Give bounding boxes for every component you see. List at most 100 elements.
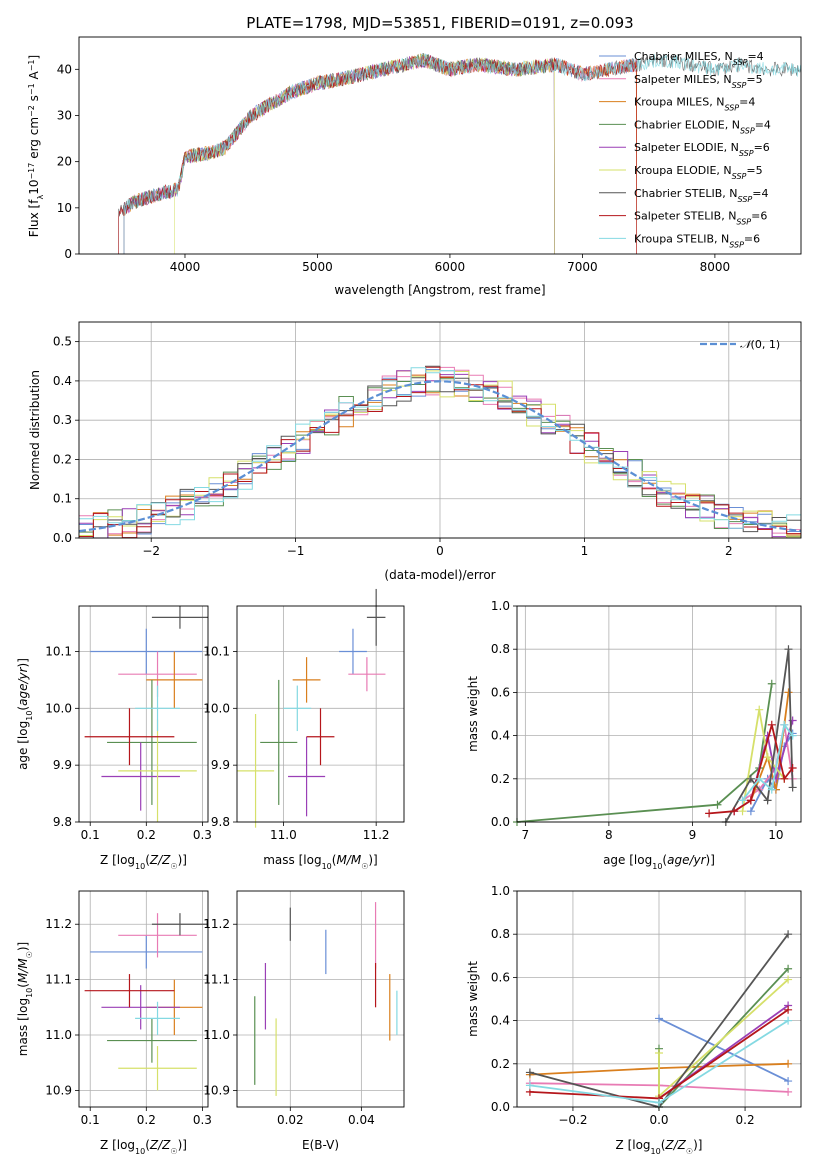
x-tick-label: 0.3 <box>193 828 212 842</box>
errorbar-chabrier_elodie <box>260 679 298 805</box>
x-axis-label: mass [log10(M/M☉)] <box>263 853 378 871</box>
marker-chabrier_miles <box>746 807 755 816</box>
y-tick-label: 11.2 <box>203 917 230 931</box>
x-axis-label: Z [log10(Z/Z☉)] <box>100 1138 187 1156</box>
y-tick-label: 0.6 <box>491 685 510 699</box>
legend-label-kroupa_elodie: Kroupa ELODIE, NSSP=5 <box>634 164 763 181</box>
y-tick-label: 0.2 <box>491 1057 510 1071</box>
marker-kroupa_stelib <box>780 720 789 729</box>
marker-chabrier_elodie <box>784 964 793 973</box>
line-series-chabrier_miles <box>658 1017 789 1082</box>
axes-spectrum: 4000 5000 6000 7000 8000 0 10 20 30 40 wavelength … <box>27 36 802 297</box>
marker-salpeter_stelib <box>746 796 755 805</box>
marker-chabrier_stelib <box>746 774 755 783</box>
x-axis-label: age [log10(age/yr)] <box>603 853 715 871</box>
legend-label-chabrier_elodie: Chabrier ELODIE, NSSP=4 <box>634 118 771 135</box>
hist-series-kroupa_stelib <box>79 367 801 529</box>
y-tick-label: 9.9 <box>211 758 230 772</box>
axes-age_vs_mass: 11.0 11.2 9.8 9.9 10.0 10.1 mass [log10(M/M☉)] <box>203 588 405 871</box>
y-tick-label: 10 <box>57 201 72 215</box>
y-tick-label: 0.1 <box>53 492 72 506</box>
marker-chabrier_stelib <box>788 783 797 792</box>
x-tick-label: 8000 <box>700 260 731 274</box>
y-tick-label: 0.4 <box>53 374 72 388</box>
figure-title: PLATE=1798, MJD=53851, FIBERID=0191, z=0… <box>246 14 633 32</box>
errorbar-kroupa_elodie <box>118 1046 197 1091</box>
y-tick-label: 20 <box>57 155 72 169</box>
y-tick-label: 0.2 <box>491 772 510 786</box>
x-tick-label: 0.1 <box>81 828 100 842</box>
gaussian-curve <box>78 380 802 533</box>
y-axis-label: Flux [fλ10−17 erg cm−2 s−1 A−1] <box>27 55 45 237</box>
x-tick-label: 0.3 <box>193 1113 212 1127</box>
legend-label-kroupa_stelib: Kroupa STELIB, NSSP=6 <box>634 232 760 249</box>
marker-chabrier_stelib <box>784 645 793 654</box>
y-tick-label: 0.0 <box>53 531 72 545</box>
errorbar-chabrier_miles <box>339 628 367 675</box>
errorbar-salpeter_stelib <box>84 974 175 1008</box>
x-axis-label: wavelength [Angstrom, rest frame] <box>334 283 545 297</box>
marker-chabrier_stelib <box>784 930 793 939</box>
marker-salpeter_stelib <box>780 774 789 783</box>
axes-frame <box>78 890 209 1108</box>
y-tick-label: 11.0 <box>45 1028 72 1042</box>
marker-kroupa_stelib <box>767 785 776 794</box>
y-tick-label: 11.1 <box>45 973 72 987</box>
errorbar-salpeter_stelib <box>306 708 335 766</box>
errorbar-salpeter_miles <box>118 913 197 958</box>
marker-kroupa_miles <box>784 688 793 697</box>
x-axis-label: E(B-V) <box>302 1138 339 1152</box>
axes-mass_vs_Z: 0.1 0.2 0.3 10.9 11.0 11.1 11.2 Z [log10(Z/Z☉)]… <box>16 890 212 1156</box>
y-tick-label: 0.4 <box>491 729 510 743</box>
axes-frame <box>78 36 802 255</box>
axes-frame <box>78 321 802 539</box>
x-tick-label: 0 <box>436 544 444 558</box>
y-axis-label: age [log10(age/yr)] <box>16 658 34 770</box>
marker-salpeter_stelib <box>788 764 797 772</box>
errorbar-kroupa_stelib <box>135 685 180 732</box>
x-tick-label: 6000 <box>435 260 466 274</box>
errorbar-kroupa_stelib <box>135 1001 180 1035</box>
marker-kroupa_elodie <box>755 705 764 714</box>
y-axis-label: Normed distribution <box>28 370 42 490</box>
y-tick-label: 0.8 <box>491 642 510 656</box>
marker-kroupa_stelib <box>655 1098 663 1107</box>
x-tick-label: 1 <box>581 544 589 558</box>
marker-kroupa_stelib <box>784 1016 793 1025</box>
marker-salpeter_stelib <box>730 807 739 816</box>
x-tick-label: 7 <box>522 828 530 842</box>
x-tick-label: 11.0 <box>270 828 297 842</box>
legend-label-kroupa_miles: Kroupa MILES, NSSP=4 <box>634 96 755 113</box>
y-axis-label: mass weight <box>466 676 480 752</box>
y-tick-label: 10.9 <box>45 1083 72 1097</box>
y-tick-label: 10.0 <box>45 701 72 715</box>
y-tick-label: 0.0 <box>491 815 510 829</box>
y-tick-label: 0.8 <box>491 927 510 941</box>
marker-salpeter_miles <box>784 1087 793 1096</box>
y-tick-label: 10.9 <box>203 1083 230 1097</box>
x-tick-label: 5000 <box>302 260 333 274</box>
errorbar-salpeter_miles <box>348 657 386 692</box>
errorbar-kroupa_miles <box>292 657 321 703</box>
x-axis-label: (data-model)/error <box>384 568 495 582</box>
y-tick-label: 30 <box>57 108 72 122</box>
y-tick-label: 0.2 <box>53 452 72 466</box>
marker-salpeter_stelib <box>705 809 714 818</box>
axes-frame <box>236 890 405 1108</box>
errorbar-chabrier_stelib <box>151 606 208 629</box>
x-tick-label: 8 <box>605 828 613 842</box>
x-tick-label: 0.02 <box>277 1113 304 1127</box>
y-tick-label: 9.8 <box>53 815 72 829</box>
x-axis-label: Z [log10(Z/Z☉)] <box>616 1138 703 1156</box>
errorbar-chabrier_miles <box>90 935 203 969</box>
x-tick-label: −1 <box>287 544 305 558</box>
errorbar-salpeter_elodie <box>101 742 180 811</box>
y-tick-label: 0.0 <box>491 1100 510 1114</box>
errorbar-salpeter_elodie <box>101 985 180 1030</box>
y-axis-label: mass weight <box>466 961 480 1037</box>
axes-frame <box>78 605 209 823</box>
legend-label-chabrier_stelib: Chabrier STELIB, NSSP=4 <box>634 187 768 204</box>
marker-kroupa_elodie <box>738 807 747 816</box>
legend-label-gaussian: 𝒩(0, 1) <box>740 338 780 351</box>
